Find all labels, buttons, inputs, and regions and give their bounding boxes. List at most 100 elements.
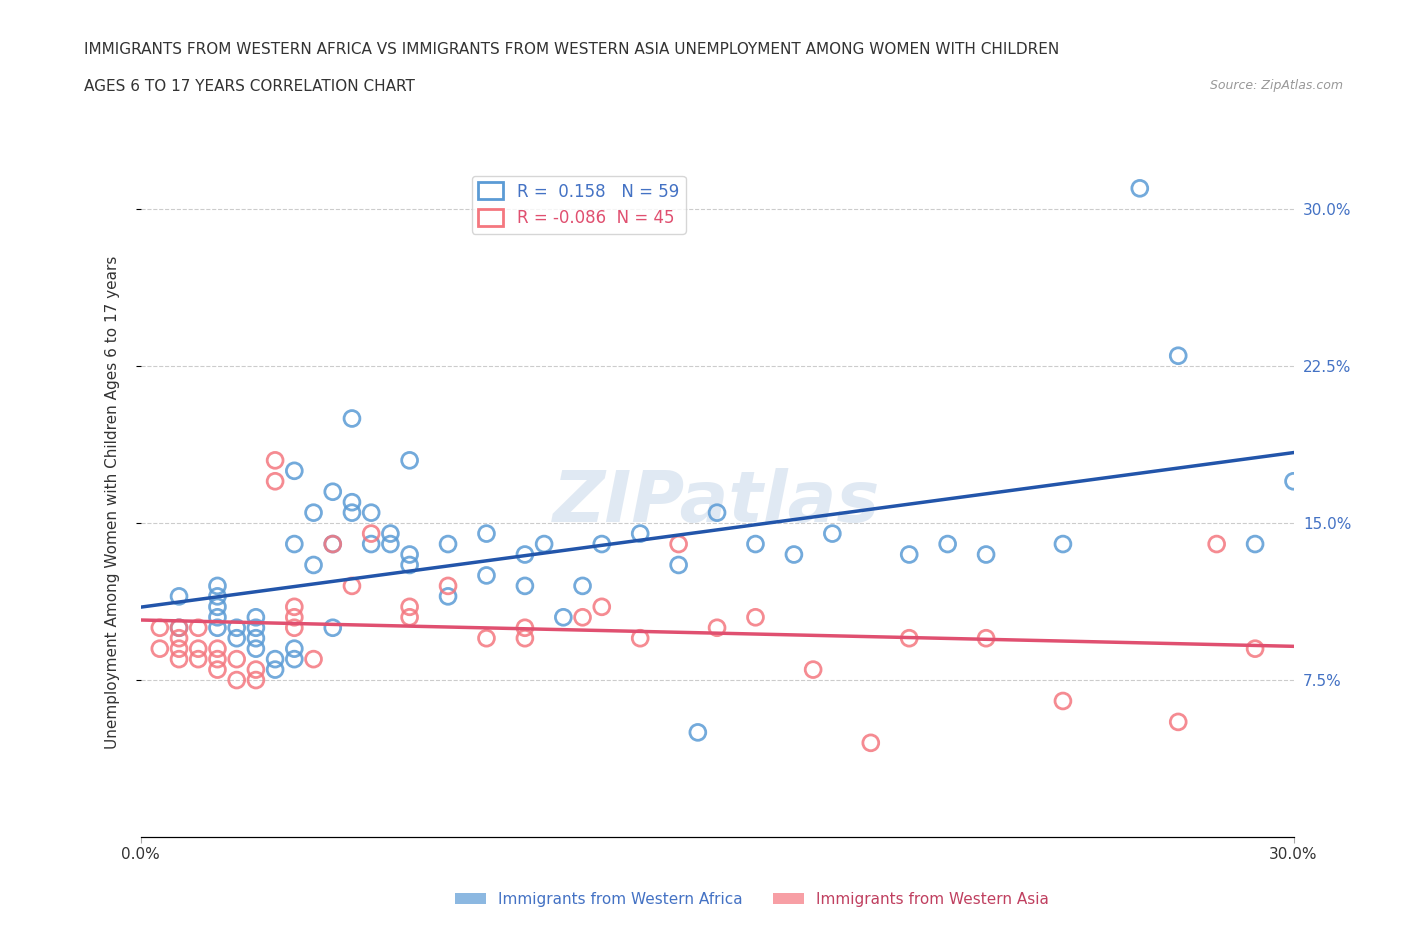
- Point: [167, 642, 190, 657]
- Point: [1244, 537, 1267, 551]
- Point: [322, 537, 344, 551]
- Point: [936, 537, 959, 551]
- Point: [322, 485, 344, 499]
- Point: [398, 453, 420, 468]
- Point: [207, 620, 229, 635]
- Point: [340, 411, 363, 426]
- Point: [207, 662, 229, 677]
- Point: [225, 672, 247, 687]
- Point: [898, 631, 921, 645]
- Point: [322, 537, 344, 551]
- Point: [264, 662, 287, 677]
- Point: [167, 589, 190, 604]
- Point: [513, 631, 536, 645]
- Point: [513, 620, 536, 635]
- Point: [801, 662, 824, 677]
- Point: [974, 547, 997, 562]
- Point: [437, 537, 460, 551]
- Point: [245, 620, 267, 635]
- Point: [149, 620, 172, 635]
- Point: [513, 578, 536, 593]
- Point: [207, 652, 229, 667]
- Point: [167, 652, 190, 667]
- Point: [628, 526, 651, 541]
- Point: [1282, 474, 1305, 489]
- Point: [571, 610, 593, 625]
- Point: [783, 547, 806, 562]
- Point: [283, 610, 305, 625]
- Point: [706, 505, 728, 520]
- Point: [706, 620, 728, 635]
- Point: [245, 642, 267, 657]
- Point: [340, 578, 363, 593]
- Point: [207, 610, 229, 625]
- Point: [360, 526, 382, 541]
- Point: [283, 537, 305, 551]
- Point: [245, 610, 267, 625]
- Point: [591, 537, 613, 551]
- Point: [283, 652, 305, 667]
- Point: [744, 610, 766, 625]
- Point: [859, 736, 882, 751]
- Point: [1167, 349, 1189, 364]
- Point: [187, 652, 209, 667]
- Point: [668, 537, 690, 551]
- Point: [1129, 181, 1152, 196]
- Point: [167, 620, 190, 635]
- Point: [149, 642, 172, 657]
- Point: [283, 642, 305, 657]
- Text: ZIPatlas: ZIPatlas: [554, 468, 880, 537]
- Point: [225, 620, 247, 635]
- Point: [207, 600, 229, 615]
- Point: [187, 620, 209, 635]
- Point: [283, 600, 305, 615]
- Point: [744, 537, 766, 551]
- Point: [898, 547, 921, 562]
- Point: [1052, 537, 1074, 551]
- Point: [398, 600, 420, 615]
- Point: [245, 672, 267, 687]
- Point: [437, 589, 460, 604]
- Point: [302, 505, 325, 520]
- Point: [245, 662, 267, 677]
- Point: [398, 610, 420, 625]
- Point: [668, 558, 690, 573]
- Point: [264, 652, 287, 667]
- Point: [398, 558, 420, 573]
- Text: IMMIGRANTS FROM WESTERN AFRICA VS IMMIGRANTS FROM WESTERN ASIA UNEMPLOYMENT AMON: IMMIGRANTS FROM WESTERN AFRICA VS IMMIGR…: [84, 42, 1060, 57]
- Point: [821, 526, 844, 541]
- Legend: R =  0.158   N = 59, R = -0.086  N = 45: R = 0.158 N = 59, R = -0.086 N = 45: [472, 176, 686, 233]
- Text: AGES 6 TO 17 YEARS CORRELATION CHART: AGES 6 TO 17 YEARS CORRELATION CHART: [84, 79, 415, 94]
- Point: [1052, 694, 1074, 709]
- Point: [571, 578, 593, 593]
- Point: [322, 620, 344, 635]
- Point: [167, 620, 190, 635]
- Point: [360, 537, 382, 551]
- Point: [187, 642, 209, 657]
- Point: [264, 474, 287, 489]
- Point: [302, 652, 325, 667]
- Point: [628, 631, 651, 645]
- Point: [553, 610, 575, 625]
- Legend: Immigrants from Western Africa, Immigrants from Western Asia: Immigrants from Western Africa, Immigran…: [450, 886, 1054, 913]
- Point: [225, 652, 247, 667]
- Point: [302, 558, 325, 573]
- Point: [380, 537, 402, 551]
- Point: [207, 589, 229, 604]
- Point: [974, 631, 997, 645]
- Point: [264, 453, 287, 468]
- Point: [1205, 537, 1227, 551]
- Point: [207, 642, 229, 657]
- Point: [245, 631, 267, 645]
- Point: [167, 631, 190, 645]
- Point: [283, 620, 305, 635]
- Point: [225, 631, 247, 645]
- Point: [437, 578, 460, 593]
- Point: [380, 526, 402, 541]
- Point: [207, 578, 229, 593]
- Point: [475, 526, 498, 541]
- Point: [475, 568, 498, 583]
- Point: [283, 463, 305, 478]
- Point: [686, 725, 709, 740]
- Point: [360, 505, 382, 520]
